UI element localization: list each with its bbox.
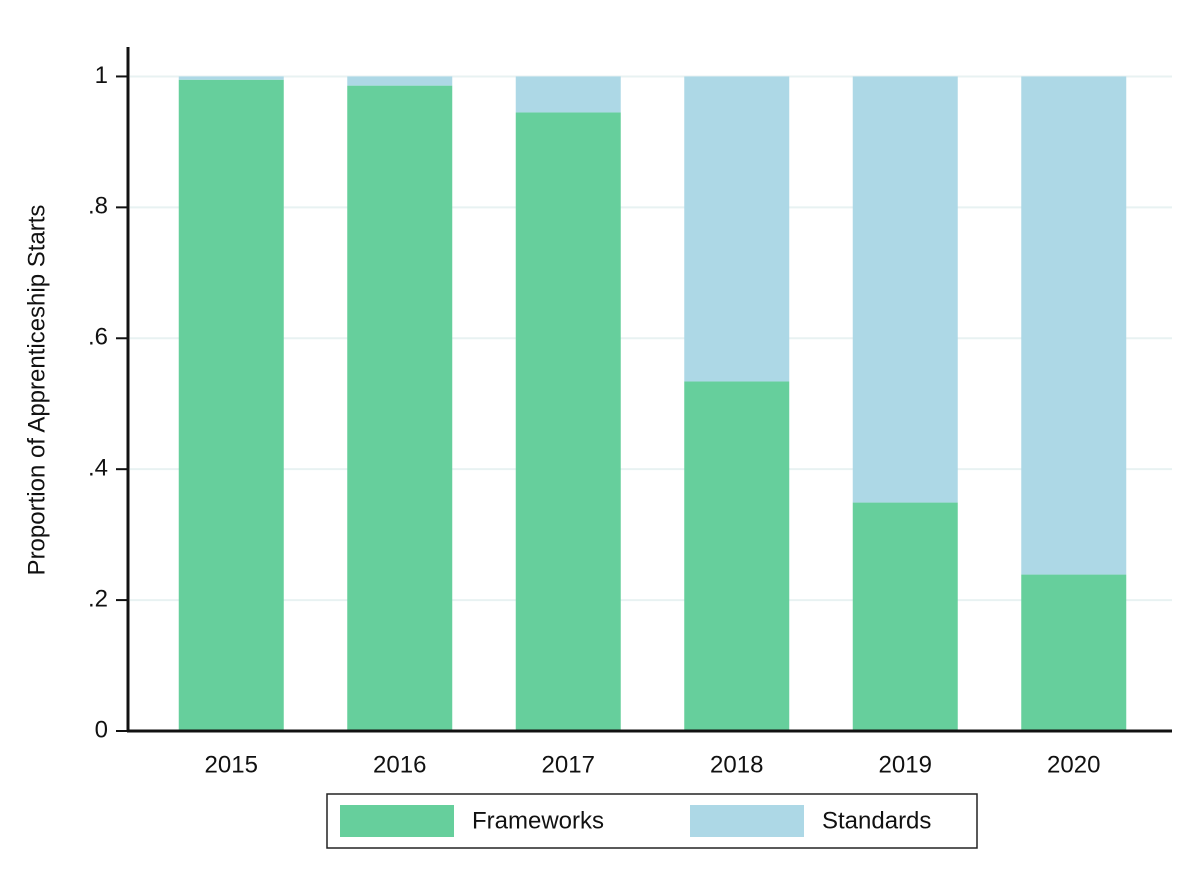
y-tick-label: .4 bbox=[88, 455, 108, 482]
x-tick-label: 2017 bbox=[542, 751, 595, 778]
x-tick-label: 2015 bbox=[205, 751, 258, 778]
bar-segment bbox=[515, 76, 621, 113]
x-tick-label: 2016 bbox=[373, 751, 426, 778]
bar-segment bbox=[515, 112, 621, 732]
legend-label: Frameworks bbox=[472, 807, 604, 834]
bar-segment bbox=[852, 76, 958, 503]
bar-segment bbox=[852, 502, 958, 731]
legend-label: Standards bbox=[822, 807, 931, 834]
x-tick-label: 2020 bbox=[1047, 751, 1100, 778]
bar-segment bbox=[684, 76, 790, 382]
y-tick-label: .2 bbox=[88, 585, 108, 612]
x-tick-label: 2019 bbox=[879, 751, 932, 778]
legend-swatch bbox=[340, 805, 454, 837]
bar-segment bbox=[178, 79, 284, 731]
y-tick-label: 0 bbox=[95, 716, 108, 743]
bar-segment bbox=[1021, 574, 1127, 731]
legend-swatch bbox=[690, 805, 804, 837]
bar-segment bbox=[1021, 76, 1127, 575]
y-tick-label: 1 bbox=[95, 62, 108, 89]
bar-segment bbox=[178, 76, 284, 80]
bar-segment bbox=[347, 85, 453, 732]
x-tick-label: 2018 bbox=[710, 751, 763, 778]
y-axis-label: Proportion of Apprenticeship Starts bbox=[23, 205, 50, 576]
bar-segment bbox=[684, 381, 790, 731]
y-tick-label: .8 bbox=[88, 193, 108, 220]
y-tick-label: .6 bbox=[88, 324, 108, 351]
bar-segment bbox=[347, 76, 453, 86]
